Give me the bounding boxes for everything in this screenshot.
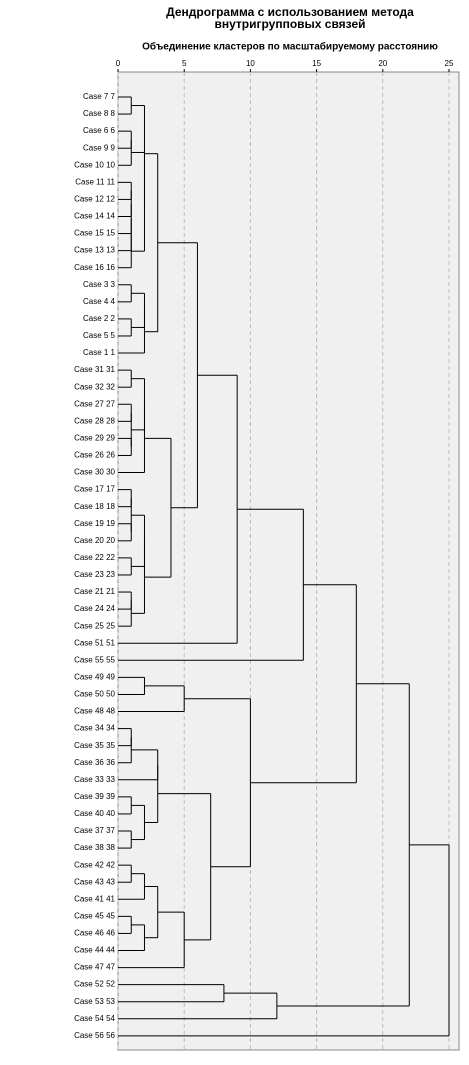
leaf-label: Case 56 56 (74, 1031, 115, 1040)
leaf-label: Case 48 48 (74, 707, 115, 716)
x-tick-label: 10 (246, 59, 255, 68)
leaf-label: Case 17 17 (74, 485, 115, 494)
leaf-label: Case 40 40 (74, 809, 115, 818)
leaf-label: Case 47 47 (74, 963, 115, 972)
leaf-label: Case 44 44 (74, 946, 115, 955)
leaf-label: Case 35 35 (74, 741, 115, 750)
leaf-label: Case 49 49 (74, 672, 115, 681)
leaf-label: Case 2 2 (83, 314, 116, 323)
leaf-label: Case 19 19 (74, 519, 115, 528)
leaf-label: Case 54 54 (74, 1014, 115, 1023)
x-tick-label: 15 (312, 59, 321, 68)
leaf-label: Case 1 1 (83, 348, 116, 357)
leaf-label: Case 8 8 (83, 109, 116, 118)
leaf-label: Case 22 22 (74, 553, 115, 562)
leaf-label: Case 41 41 (74, 894, 115, 903)
leaf-label: Case 31 31 (74, 365, 115, 374)
leaf-label: Case 43 43 (74, 877, 115, 886)
leaf-label: Case 55 55 (74, 655, 115, 664)
leaf-label: Case 28 28 (74, 416, 115, 425)
leaf-label: Case 51 51 (74, 638, 115, 647)
leaf-label: Case 12 12 (74, 195, 115, 204)
leaf-label: Case 21 21 (74, 587, 115, 596)
leaf-label: Case 32 32 (74, 382, 115, 391)
leaf-label: Case 20 20 (74, 536, 115, 545)
leaf-label: Case 24 24 (74, 604, 115, 613)
x-tick-label: 20 (378, 59, 387, 68)
leaf-label: Case 7 7 (83, 92, 116, 101)
leaf-label: Case 13 13 (74, 246, 115, 255)
leaf-label: Case 10 10 (74, 160, 115, 169)
leaf-label: Case 5 5 (83, 331, 116, 340)
leaf-label: Case 18 18 (74, 502, 115, 511)
chart-title: Дендрограмма с использованием метода вну… (166, 5, 414, 31)
leaf-label: Case 6 6 (83, 126, 116, 135)
leaf-label: Case 29 29 (74, 434, 115, 443)
leaf-label: Case 39 39 (74, 792, 115, 801)
leaf-label: Case 37 37 (74, 826, 115, 835)
leaf-label: Case 53 53 (74, 997, 115, 1006)
leaf-label: Case 15 15 (74, 229, 115, 238)
leaf-label: Case 42 42 (74, 860, 115, 869)
leaf-label: Case 50 50 (74, 690, 115, 699)
leaf-label: Case 52 52 (74, 980, 115, 989)
chart-subtitle: Объединение кластеров по масштабируемому… (142, 41, 438, 53)
plot-area (117, 71, 460, 1051)
leaf-label: Case 16 16 (74, 263, 115, 272)
leaf-label: Case 38 38 (74, 843, 115, 852)
leaf-label: Case 4 4 (83, 297, 116, 306)
leaf-label: Case 25 25 (74, 621, 115, 630)
x-tick-label: 0 (116, 59, 121, 68)
leaf-label: Case 46 46 (74, 929, 115, 938)
leaf-label: Case 11 11 (75, 177, 115, 186)
leaf-label: Case 30 30 (74, 468, 115, 477)
leaf-label: Case 26 26 (74, 451, 115, 460)
leaf-label: Case 23 23 (74, 570, 115, 579)
leaf-label: Case 27 27 (74, 399, 115, 408)
leaf-label: Case 3 3 (83, 280, 116, 289)
leaf-label: Case 9 9 (83, 143, 116, 152)
x-tick-label: 25 (445, 59, 454, 68)
leaf-label: Case 34 34 (74, 724, 115, 733)
leaf-label: Case 45 45 (74, 911, 115, 920)
leaf-label: Case 14 14 (74, 212, 115, 221)
x-tick-label: 5 (182, 59, 187, 68)
leaf-label: Case 33 33 (74, 775, 115, 784)
leaf-label: Case 36 36 (74, 758, 115, 767)
